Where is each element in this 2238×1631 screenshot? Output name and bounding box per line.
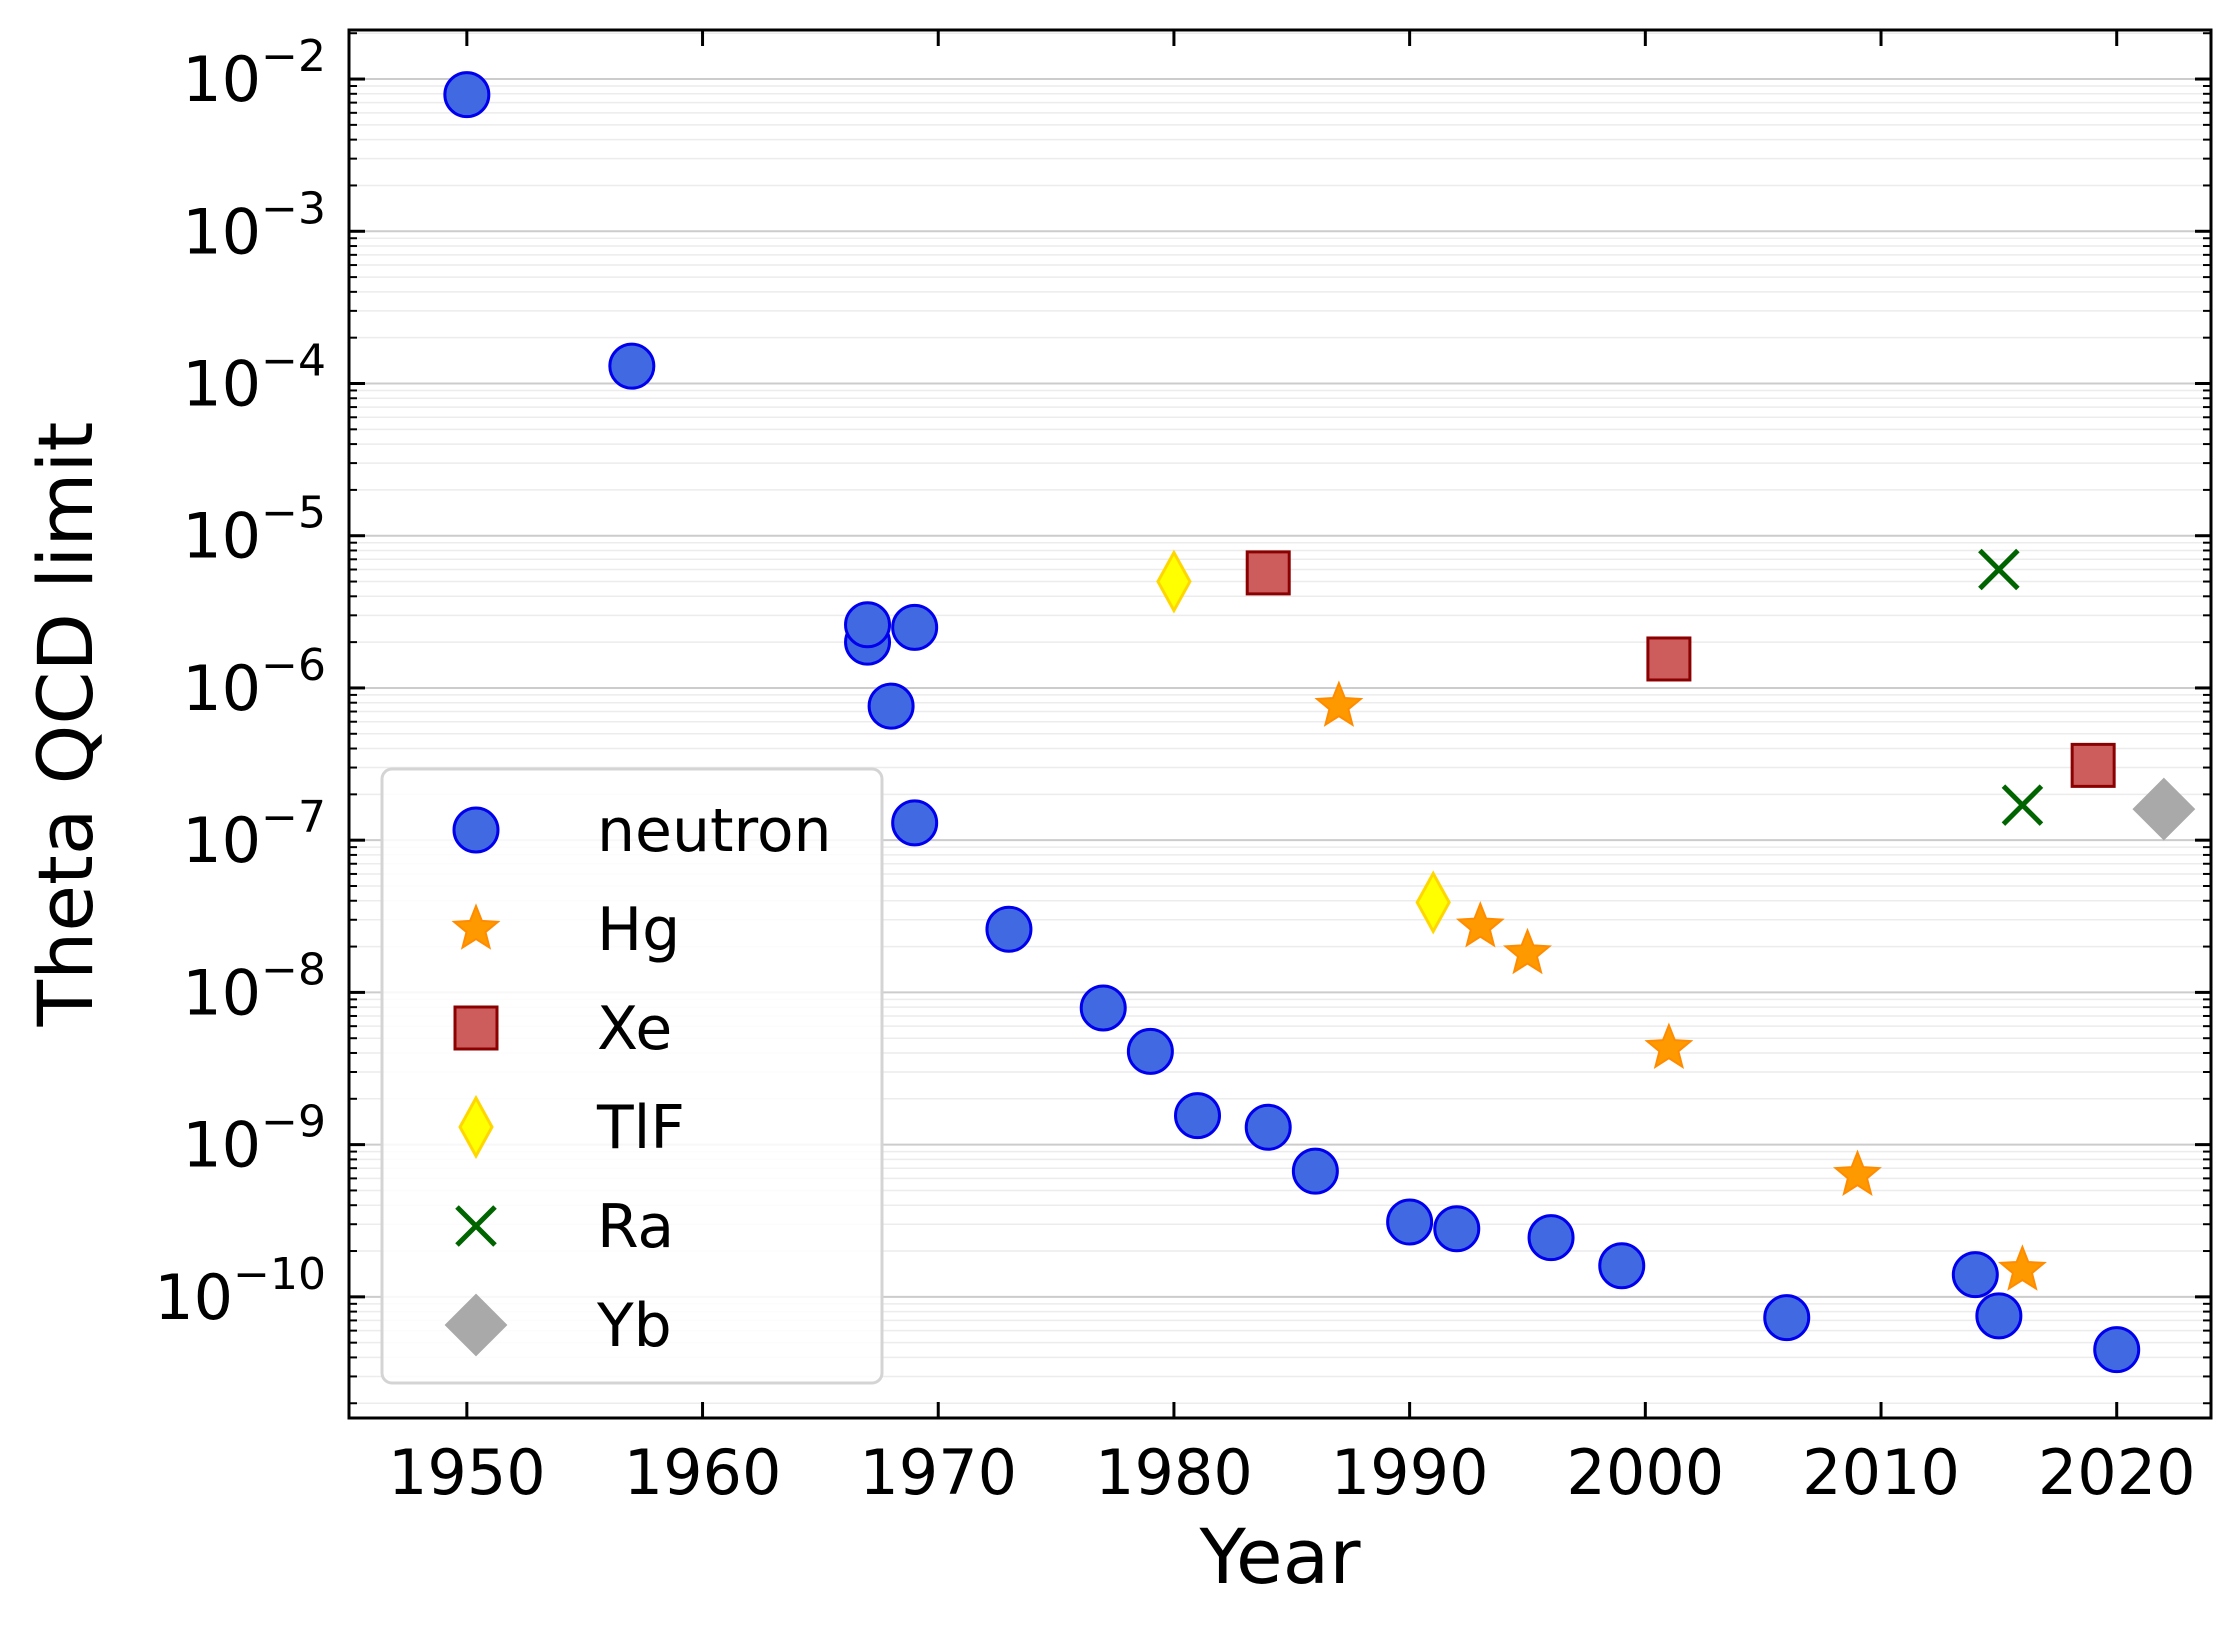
point-neutron — [2093, 1326, 2141, 1374]
x-tick-label: 1980 — [1095, 1436, 1253, 1509]
point-tlf — [1156, 549, 1192, 614]
point-xe — [2070, 742, 2116, 788]
series-hg — [1314, 680, 2047, 1291]
point-neutron — [608, 342, 656, 390]
legend-item-tlf: TlF — [458, 1093, 685, 1163]
y-tick-label: 10−8 — [182, 944, 326, 1029]
point-neutron — [1386, 1198, 1434, 1246]
point-neutron — [844, 601, 892, 649]
series-xe — [1245, 550, 2116, 788]
legend-marker-ra — [455, 1205, 497, 1247]
y-axis-label: Theta QCD limit — [21, 422, 110, 1028]
point-neutron — [1244, 1103, 1292, 1151]
x-tick-label: 2000 — [1566, 1436, 1724, 1509]
legend-label: Yb — [596, 1291, 672, 1361]
plot-frame — [347, 28, 2213, 1420]
point-xe — [1646, 636, 1692, 682]
x-tick-label: 2010 — [1802, 1436, 1960, 1509]
legend: neutron Hg Xe TlF Ra Yb — [380, 767, 884, 1385]
point-neutron — [1975, 1292, 2023, 1340]
y-tick-label: 10−2 — [182, 31, 326, 116]
legend-label: TlF — [596, 1093, 685, 1163]
x-tick-label: 1950 — [388, 1436, 546, 1509]
point-ra — [2001, 784, 2044, 826]
point-neutron — [1527, 1214, 1575, 1262]
legend-label: neutron — [597, 796, 832, 866]
y-tick-label: 10−9 — [182, 1097, 326, 1182]
y-tick-label: 10−3 — [182, 183, 326, 268]
point-neutron — [443, 71, 491, 119]
point-ra — [1978, 548, 2020, 591]
point-neutron — [1174, 1092, 1222, 1140]
legend-item-hg: Hg — [451, 895, 680, 965]
legend-marker-yb — [444, 1293, 508, 1357]
point-neutron — [1433, 1205, 1481, 1253]
series-neutron — [443, 71, 2141, 1374]
legend-label: Ra — [597, 1192, 674, 1262]
axis-ticks: 10−2 10−3 10−4 10−5 10−6 10−7 10−8 10−9 10−10 195… — [154, 30, 2211, 1509]
point-neutron — [985, 905, 1033, 953]
point-neutron — [867, 682, 915, 730]
point-yb — [2132, 777, 2196, 841]
y-tick-label: 10−4 — [182, 335, 326, 420]
y-tick-label: 10−5 — [182, 488, 326, 573]
legend-marker-xe — [453, 1005, 499, 1051]
point-hg — [1833, 1149, 1882, 1197]
legend-marker-tlf — [458, 1094, 494, 1160]
y-tick-label: 10−7 — [182, 792, 326, 877]
legend-marker-hg — [451, 903, 501, 950]
point-neutron — [1763, 1294, 1811, 1342]
legend-label: Xe — [597, 994, 672, 1064]
point-neutron — [1951, 1251, 1999, 1299]
x-tick-label: 1990 — [1331, 1436, 1489, 1509]
point-hg — [1314, 680, 1364, 727]
y-tick-label: 10−6 — [182, 640, 326, 725]
x-tick-label: 2020 — [2038, 1436, 2196, 1509]
x-tick-label: 1960 — [624, 1436, 782, 1509]
point-neutron — [891, 603, 939, 651]
y-tick-label: 10−10 — [154, 1249, 326, 1334]
x-tick-label: 1970 — [859, 1436, 1017, 1509]
point-neutron — [1598, 1242, 1646, 1290]
point-neutron — [1126, 1027, 1174, 1075]
legend-item-yb: Yb — [444, 1291, 672, 1361]
legend-label: Hg — [597, 895, 680, 965]
point-tlf — [1415, 870, 1451, 935]
series-tlf — [1156, 549, 1451, 935]
legend-item-neutron: neutron — [452, 796, 832, 866]
point-neutron — [1079, 984, 1127, 1032]
legend-item-xe: Xe — [453, 994, 672, 1064]
point-neutron — [891, 799, 939, 847]
point-hg — [1644, 1022, 1694, 1070]
point-xe — [1245, 550, 1291, 596]
point-hg — [1998, 1244, 2047, 1291]
plot-data — [443, 71, 2196, 1374]
legend-item-ra: Ra — [455, 1192, 674, 1262]
point-neutron — [1291, 1147, 1339, 1195]
x-axis-label: Year — [1199, 1512, 1362, 1601]
series-yb — [2132, 777, 2196, 841]
legend-marker-neutron — [452, 806, 500, 854]
point-hg — [1455, 900, 1505, 948]
series-ra — [1978, 548, 2044, 826]
point-hg — [1503, 927, 1552, 975]
legend-box — [380, 767, 884, 1385]
